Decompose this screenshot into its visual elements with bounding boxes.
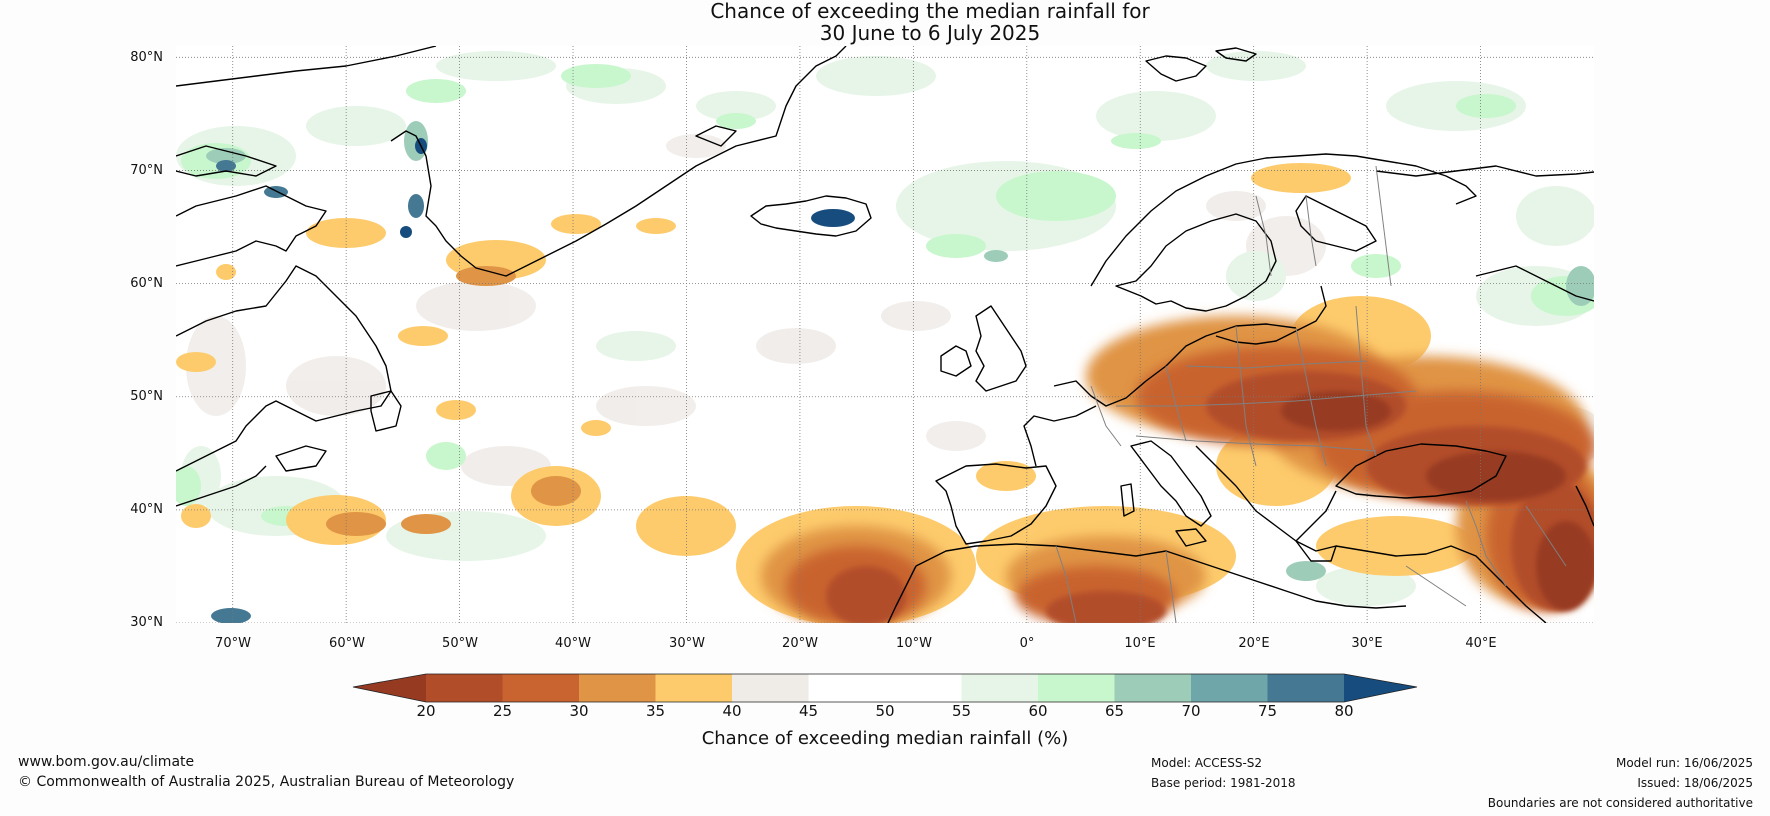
colorbar-segment-70-75 xyxy=(1191,674,1268,702)
colorbar-segment-45-50 xyxy=(808,674,885,702)
lon-label-40e: 40°E xyxy=(1465,636,1497,651)
colorbar-outline xyxy=(352,673,1418,703)
lon-label-0: 0° xyxy=(1019,636,1035,651)
colorbar-segment-35-40 xyxy=(655,674,732,702)
lon-label-40w: 40°W xyxy=(555,636,591,651)
lon-label-10w: 10°W xyxy=(896,636,932,651)
rainfall-probability-map xyxy=(176,46,1594,623)
map-title-line-1: Chance of exceeding the median rainfall … xyxy=(710,0,1150,23)
footer-issued: Issued: 18/06/2025 xyxy=(1637,776,1753,790)
colorbar-tick: 75 xyxy=(1257,702,1278,720)
lat-label-30n: 30°N xyxy=(130,615,163,630)
colorbar-segment-20-25 xyxy=(426,674,503,702)
map-title-line-2: 30 June to 6 July 2025 xyxy=(819,21,1041,45)
colorbar-tick: 20 xyxy=(416,702,436,720)
graticule xyxy=(176,46,1594,623)
colorbar-label: Chance of exceeding median rainfall (%) xyxy=(701,728,1069,749)
footer-base-period: Base period: 1981-2018 xyxy=(1151,776,1296,790)
colorbar-segment-40-45 xyxy=(732,674,809,702)
footer-copyright: © Commonwealth of Australia 2025, Austra… xyxy=(18,774,515,790)
lat-label-70n: 70°N xyxy=(130,163,163,178)
colorbar-segment-60-65 xyxy=(1038,674,1115,702)
lon-label-70w: 70°W xyxy=(215,636,251,651)
lat-label-60n: 60°N xyxy=(130,276,163,291)
colorbar-segment-30-35 xyxy=(579,674,656,702)
colorbar xyxy=(352,673,1418,703)
footer-website: www.bom.gov.au/climate xyxy=(18,754,195,770)
lon-label-30w: 30°W xyxy=(669,636,705,651)
colorbar-tick: 30 xyxy=(569,702,589,720)
lat-label-40n: 40°N xyxy=(130,502,163,517)
colorbar-tick: 40 xyxy=(722,702,742,720)
colorbar-tick: 50 xyxy=(875,702,895,720)
colorbar-tick: 55 xyxy=(951,702,972,720)
colorbar-tick: 70 xyxy=(1181,702,1201,720)
colorbar-tick: 35 xyxy=(645,702,666,720)
lon-label-10e: 10°E xyxy=(1124,636,1156,651)
colorbar-tick: 80 xyxy=(1334,702,1354,720)
colorbar-segment-gt80 xyxy=(1344,674,1417,702)
colorbar-tick: 65 xyxy=(1104,702,1125,720)
colorbar-segment-lt20 xyxy=(353,674,426,702)
colorbar-segment-55-60 xyxy=(961,674,1038,702)
colorbar-segment-25-30 xyxy=(502,674,579,702)
lon-label-60w: 60°W xyxy=(329,636,365,651)
lon-label-30e: 30°E xyxy=(1351,636,1383,651)
country-borders xyxy=(1055,165,1567,623)
footer-disclaimer: Boundaries are not considered authoritat… xyxy=(1487,796,1753,810)
colorbar-segment-65-70 xyxy=(1114,674,1191,702)
lat-label-50n: 50°N xyxy=(130,389,163,404)
footer-model: Model: ACCESS-S2 xyxy=(1151,756,1263,770)
footer-model-run: Model run: 16/06/2025 xyxy=(1615,756,1753,770)
lat-label-80n: 80°N xyxy=(130,50,163,65)
colorbar-tick: 45 xyxy=(798,702,819,720)
lon-label-20w: 20°W xyxy=(782,636,818,651)
lon-label-50w: 50°W xyxy=(442,636,478,651)
lon-label-20e: 20°E xyxy=(1238,636,1270,651)
colorbar-tick: 60 xyxy=(1028,702,1048,720)
coastlines xyxy=(176,46,1594,623)
colorbar-segment-75-80 xyxy=(1267,674,1344,702)
colorbar-segment-50-55 xyxy=(885,674,962,702)
below-median-fill xyxy=(176,163,1594,623)
colorbar-tick: 25 xyxy=(492,702,513,720)
